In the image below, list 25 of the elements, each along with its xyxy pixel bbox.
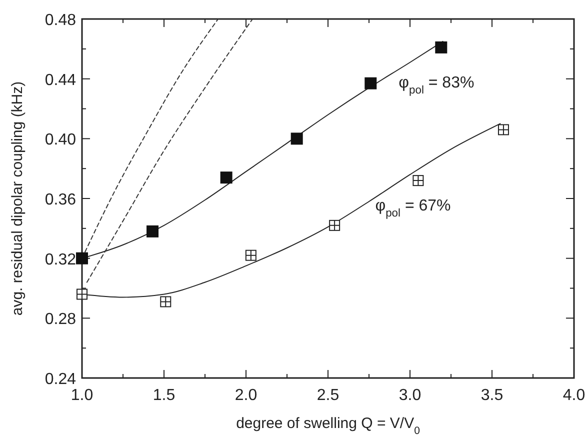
x-tick-label: 3.0: [398, 387, 422, 404]
point: [435, 41, 448, 54]
x-tick-label: 2.5: [316, 387, 340, 404]
point: [76, 252, 88, 264]
point: [220, 172, 232, 184]
y-axis-title: avg. residual dipolar coupling (kHz): [9, 81, 26, 316]
annotation: φ$_{pol}$ = 67%: [375, 198, 451, 220]
y-tick-label: 0.32: [44, 251, 76, 268]
y-tick-label: 0.40: [44, 132, 76, 149]
y-tick-label: 0.36: [44, 192, 76, 208]
point: [364, 77, 377, 90]
point: [146, 225, 159, 238]
annotation: φ$_{pol}$ = 83%: [398, 74, 474, 96]
y-tick-label: 0.44: [44, 72, 76, 89]
y-tick-label: 0.28: [44, 311, 76, 328]
y-tick-label: 0.48: [44, 12, 76, 29]
y-tick-label: 0.24: [44, 371, 76, 388]
x-tick-label: 3.5: [480, 387, 504, 404]
x-tick-label: 2.0: [234, 387, 258, 404]
point: [290, 132, 303, 145]
x-tick-label: 4.0: [562, 387, 586, 404]
x-tick-label: 1.0: [70, 387, 94, 404]
x-tick-label: 1.5: [152, 387, 176, 404]
line-series: [86, 18, 254, 283]
x-axis-title: degree of swelling Q = V/V$_{0}$: [236, 415, 420, 437]
